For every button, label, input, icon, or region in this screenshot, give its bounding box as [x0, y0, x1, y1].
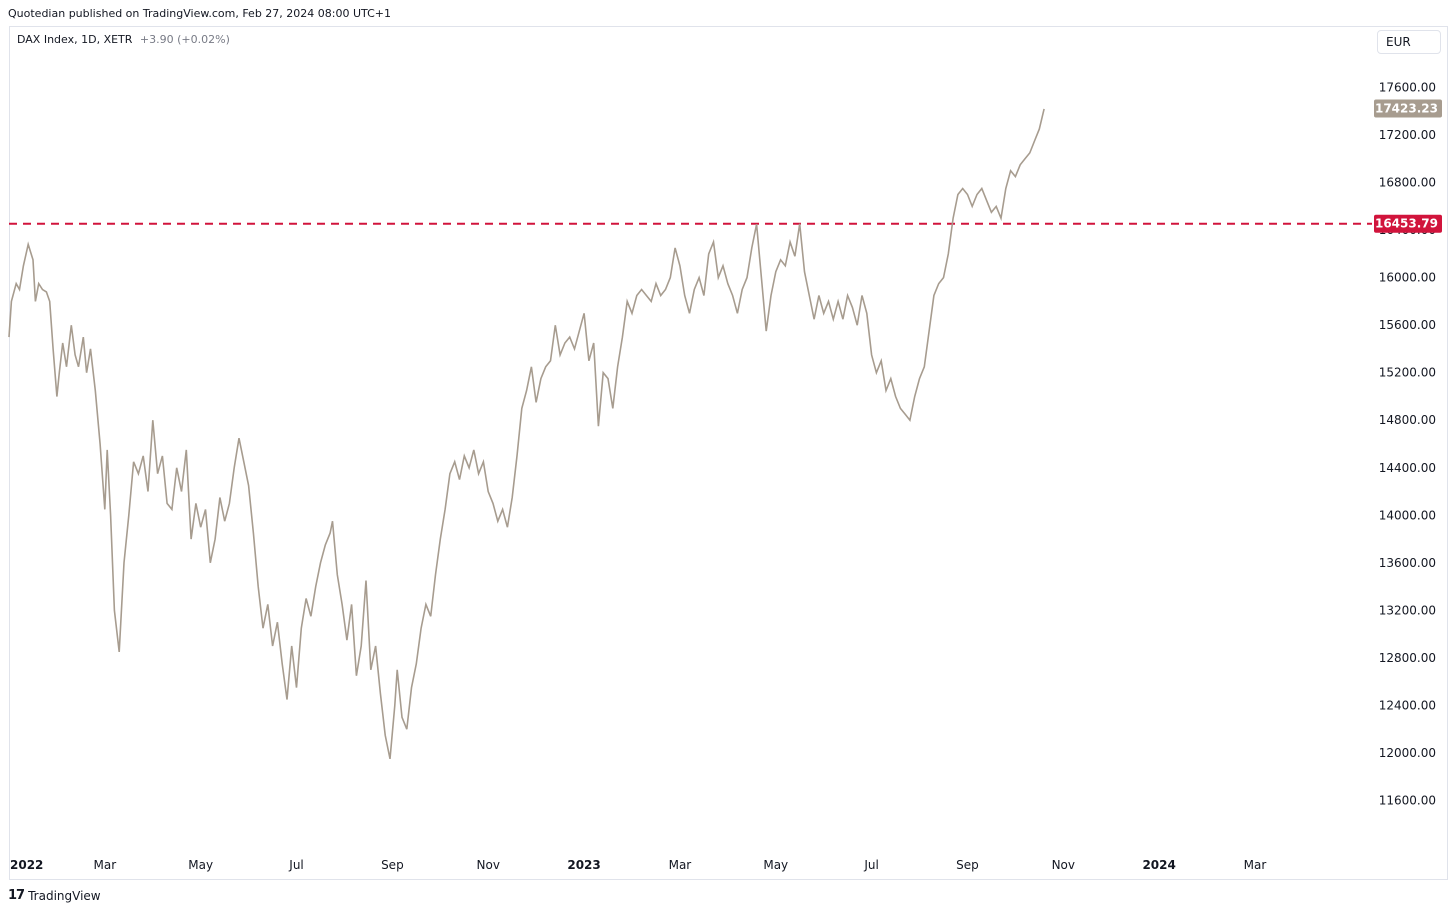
- x-tick-label: Sep: [381, 858, 404, 872]
- y-tick-label: 12000.00: [1379, 746, 1436, 760]
- chart-frame: [9, 26, 1448, 880]
- x-tick-label: May: [763, 858, 788, 872]
- x-tick-label: 2024: [1142, 858, 1175, 872]
- y-tick-label: 14000.00: [1379, 508, 1436, 522]
- y-tick-label: 14400.00: [1379, 461, 1436, 475]
- y-tick-label: 17600.00: [1379, 81, 1436, 95]
- x-tick-label: Mar: [669, 858, 692, 872]
- y-tick-label: 14800.00: [1379, 413, 1436, 427]
- x-tick-label: Sep: [956, 858, 979, 872]
- y-tick-label: 15200.00: [1379, 366, 1436, 380]
- x-tick-label: Nov: [477, 858, 500, 872]
- y-tick-label: 11600.00: [1379, 793, 1436, 807]
- x-tick-label: 2022: [10, 858, 43, 872]
- x-tick-label: Nov: [1052, 858, 1075, 872]
- brand-label: TradingView: [28, 888, 101, 903]
- x-tick-label: Mar: [94, 858, 117, 872]
- x-tick-label: Jul: [288, 858, 303, 872]
- y-tick-label: 13600.00: [1379, 556, 1436, 570]
- y-tick-label: 17200.00: [1379, 128, 1436, 142]
- y-axis: 11600.00 12000.00 12400.00 12800.00 13200.00…: [1379, 81, 1436, 808]
- price-series-line: [8, 108, 1045, 760]
- currency-button[interactable]: EUR: [1377, 30, 1441, 54]
- change-label: +3.90 (+0.02%): [139, 33, 230, 46]
- y-tick-label: 16800.00: [1379, 176, 1436, 190]
- x-tick-label: Jul: [863, 858, 878, 872]
- last-price-badge: 17423.23: [1374, 99, 1442, 118]
- svg-text:17423.23: 17423.23: [1375, 102, 1438, 116]
- y-tick-label: 12400.00: [1379, 698, 1436, 712]
- chart-legend: DAX Index, 1D, XETR +3.90 (+0.02%): [17, 33, 230, 46]
- price-badges: 17423.23 16453.79: [1374, 99, 1442, 233]
- publish-header: Quotedian published on TradingView.com, …: [8, 7, 391, 20]
- y-tick-label: 16000.00: [1379, 271, 1436, 285]
- symbol-label: DAX Index, 1D, XETR: [17, 33, 133, 46]
- x-axis: 2022 Mar May Jul Sep Nov 2023 Mar May Jul Sep Nov 20…: [10, 858, 1266, 872]
- y-tick-label: 13200.00: [1379, 603, 1436, 617]
- x-tick-label: 2023: [567, 858, 600, 872]
- tradingview-footer: 17 TradingView: [8, 888, 101, 903]
- y-tick-label: 15600.00: [1379, 318, 1436, 332]
- x-tick-label: Mar: [1244, 858, 1267, 872]
- y-tick-label: 12800.00: [1379, 651, 1436, 665]
- level-price-badge: 16453.79: [1374, 214, 1442, 233]
- x-tick-label: May: [188, 858, 213, 872]
- svg-text:16453.79: 16453.79: [1375, 217, 1438, 231]
- tradingview-logo-icon: 17: [8, 888, 25, 903]
